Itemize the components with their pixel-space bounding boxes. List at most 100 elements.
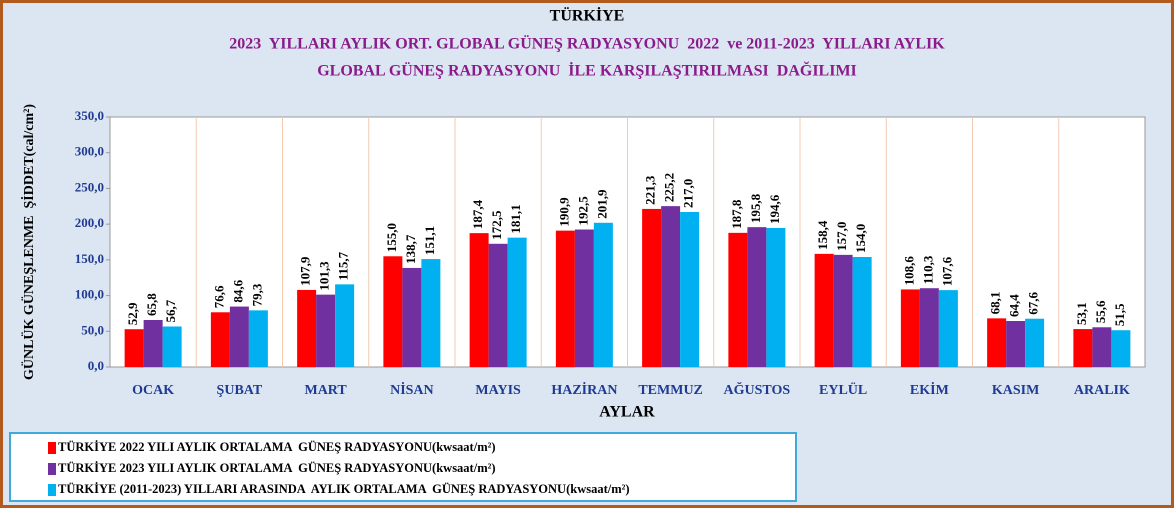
y-tick-label: 350,0 [75,108,104,123]
value-label: 194,6 [767,194,782,224]
value-label: 64,4 [1007,294,1022,317]
bar [919,288,939,367]
bar [680,212,700,367]
x-tick-label: HAZİRAN [551,381,617,398]
value-label: 115,7 [336,251,351,280]
bar [900,289,920,367]
chart-title: TÜRKİYE [550,6,625,25]
legend-swatch [48,484,56,496]
bar [383,256,403,367]
y-tick-label: 100,0 [75,287,104,302]
value-label: 76,6 [211,285,226,308]
bar [488,243,508,367]
value-label: 52,9 [125,302,140,325]
bar [661,206,681,367]
bar [297,289,317,367]
chart-subtitle: 2023 YILLARI AYLIK ORT. GLOBAL GÜNEŞ RAD… [229,35,945,53]
value-label: 138,7 [403,234,418,264]
x-tick-label: MART [304,383,347,398]
x-tick-label: OCAK [132,383,174,398]
bar [728,232,748,367]
value-label: 155,0 [384,223,399,252]
value-label: 151,1 [422,226,437,255]
bar [938,290,958,367]
x-tick-label: EYLÜL [819,381,867,398]
bar [814,253,834,367]
bar [210,312,230,367]
value-label: 172,5 [489,210,504,240]
x-tick-label: AĞUSTOS [724,381,791,398]
y-tick-label: 250,0 [75,179,104,194]
x-tick-label: EKİM [910,381,949,398]
legend-label: TÜRKİYE 2023 YILI AYLIK ORTALAMA GÜNEŞ R… [58,461,496,475]
value-label: 201,9 [594,189,609,219]
x-tick-label: MAYIS [475,383,521,398]
bar [335,284,355,367]
bar [507,237,527,367]
x-tick-label: NİSAN [390,381,434,398]
y-tick-label: 50,0 [81,322,104,337]
value-label: 158,4 [815,220,830,250]
value-label: 108,6 [901,256,916,286]
value-label: 51,5 [1112,303,1127,326]
bar [747,227,767,367]
bar [469,233,489,367]
legend-swatch [48,442,56,454]
value-label: 190,9 [556,197,571,227]
chart-subtitle: GLOBAL GÜNEŞ RADYASYONU İLE KARŞILAŞTIRI… [317,61,857,80]
value-label: 157,0 [834,222,849,251]
value-label: 187,4 [470,199,485,229]
value-label: 187,8 [729,199,744,229]
y-tick-label: 150,0 [75,251,104,266]
value-label: 110,3 [920,255,935,284]
value-label: 192,5 [575,196,590,226]
value-label: 217,0 [681,179,696,208]
bar [987,318,1007,367]
value-label: 67,6 [1026,291,1041,314]
bar [402,267,422,367]
y-tick-label: 300,0 [75,144,104,159]
x-tick-label: TEMMUZ [638,383,703,398]
legend-swatch [48,463,56,475]
bar [1073,329,1093,367]
x-tick-label: KASIM [992,383,1039,398]
value-label: 79,3 [249,283,264,306]
bar [574,229,594,367]
x-tick-label: ŞUBAT [217,383,263,398]
value-label: 154,0 [853,224,868,253]
bar [593,222,613,367]
bar [555,230,575,367]
value-label: 225,2 [662,173,677,202]
bar [1111,330,1131,367]
value-label: 55,6 [1093,300,1108,323]
value-label: 195,8 [748,193,763,223]
legend [9,432,797,502]
value-label: 84,6 [230,279,245,302]
bar [124,329,144,367]
value-label: 53,1 [1074,302,1089,325]
y-tick-label: 0,0 [88,358,104,373]
bar [143,320,163,367]
value-label: 68,1 [988,292,1003,315]
bar [766,228,786,367]
legend-label: TÜRKİYE 2022 YILI AYLIK ORTALAMA GÜNEŞ R… [58,440,496,454]
bar [162,326,182,367]
bar [1092,327,1112,367]
value-label: 65,8 [144,293,159,316]
bar [833,254,853,367]
bar [1025,318,1045,367]
value-label: 101,3 [317,261,332,291]
bar [852,257,872,367]
value-label: 221,3 [643,175,658,205]
x-axis-title: AYLAR [599,404,655,421]
legend-label: TÜRKİYE (2011-2023) YILLARI ARASINDA AYL… [58,482,630,496]
value-label: 181,1 [508,204,523,233]
bar [248,310,268,367]
bar [316,294,336,367]
x-tick-label: ARALIK [1074,383,1130,398]
value-label: 56,7 [163,299,178,322]
value-label: 107,6 [939,256,954,286]
bar [421,259,441,367]
bar [1006,321,1026,367]
value-label: 107,9 [298,256,313,286]
